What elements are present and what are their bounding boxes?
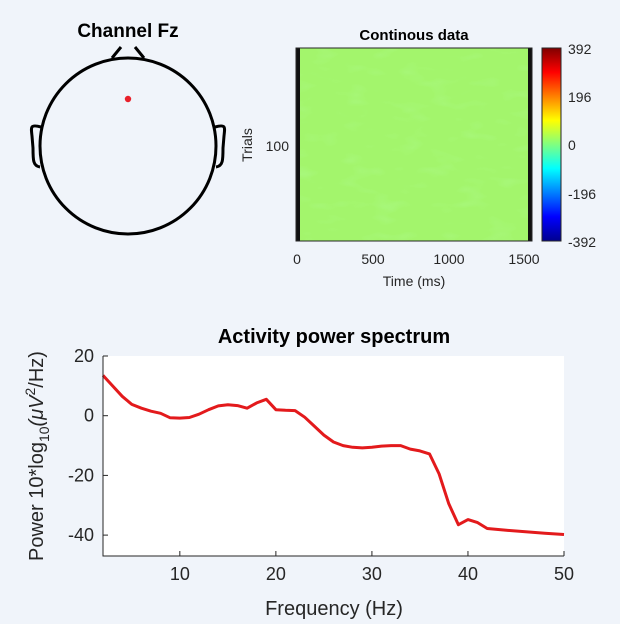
x-tick-label: 50: [554, 564, 574, 584]
y-tick-label: -20: [68, 465, 94, 485]
topomap-title: Channel Fz: [77, 21, 178, 42]
x-tick-label: 10: [170, 564, 190, 584]
erp-xtick-label: 1500: [508, 251, 539, 267]
x-tick-label: 20: [266, 564, 286, 584]
colorbar-tick-label: -196: [568, 186, 596, 202]
erp-image-left-edge: [296, 48, 300, 241]
y-tick-label: 0: [84, 406, 94, 426]
ylabel-prefix: Power 10*log: [26, 442, 48, 561]
x-tick-label: 40: [458, 564, 478, 584]
chart-xlabel: Frequency (Hz): [265, 598, 403, 620]
erp-xtick-label: 0: [293, 251, 301, 267]
electrode-fz-marker: [124, 95, 132, 103]
power-spectrum-line: [101, 374, 565, 536]
erp-image-frame: [295, 47, 533, 242]
erp-ylabel: Trials: [239, 128, 255, 162]
colorbar-tick-label: 196: [568, 89, 592, 105]
erp-ytick-label: 100: [266, 138, 290, 154]
erp-image-texture: [296, 48, 532, 241]
x-tick-label: 30: [362, 564, 382, 584]
colorbar-tick-label: 392: [568, 41, 592, 57]
power-spectrum-chart: Activity power spectrum 10 20 30 40 50 20 0 -20…: [22, 326, 574, 620]
spectrum-ticks: 10 20 30 40 50 20 0 -20 -40: [68, 346, 574, 584]
ylabel-mid: (μV: [26, 394, 48, 427]
colorbar: [541, 47, 562, 242]
erp-xlabel: Time (ms): [383, 273, 445, 289]
head-circle: [38, 56, 218, 236]
right-ear: [214, 124, 227, 169]
erp-xtick-label: 500: [361, 251, 385, 267]
ylabel-suffix: /Hz): [26, 351, 48, 388]
ylabel-superscript: 2: [22, 387, 38, 395]
erp-image-title: Continous data: [359, 27, 469, 44]
y-tick-label: -40: [68, 525, 94, 545]
ylabel-subscript: 10: [36, 426, 52, 442]
y-tick-label: 20: [74, 346, 94, 366]
nose: [110, 46, 146, 59]
plot-axes: [102, 356, 564, 557]
chart-title: Activity power spectrum: [218, 326, 450, 348]
colorbar-tick-label: -392: [568, 234, 596, 250]
erp-image: Continous data 0 500 1000: [239, 27, 596, 289]
chart-ylabel: Power 10*log10(μV2/Hz): [22, 351, 52, 561]
colorbar-ticks: 392 196 0 -196 -392: [568, 41, 596, 250]
left-ear: [29, 124, 42, 169]
erp-xticks: 0 500 1000 1500: [293, 251, 540, 267]
plot-area: [103, 356, 564, 556]
erp-xtick-label: 1000: [433, 251, 464, 267]
colorbar-tick-label: 0: [568, 137, 576, 153]
head-outline: [29, 46, 227, 236]
topomap: Channel Fz: [29, 21, 227, 236]
erp-image-right-edge: [528, 48, 532, 241]
